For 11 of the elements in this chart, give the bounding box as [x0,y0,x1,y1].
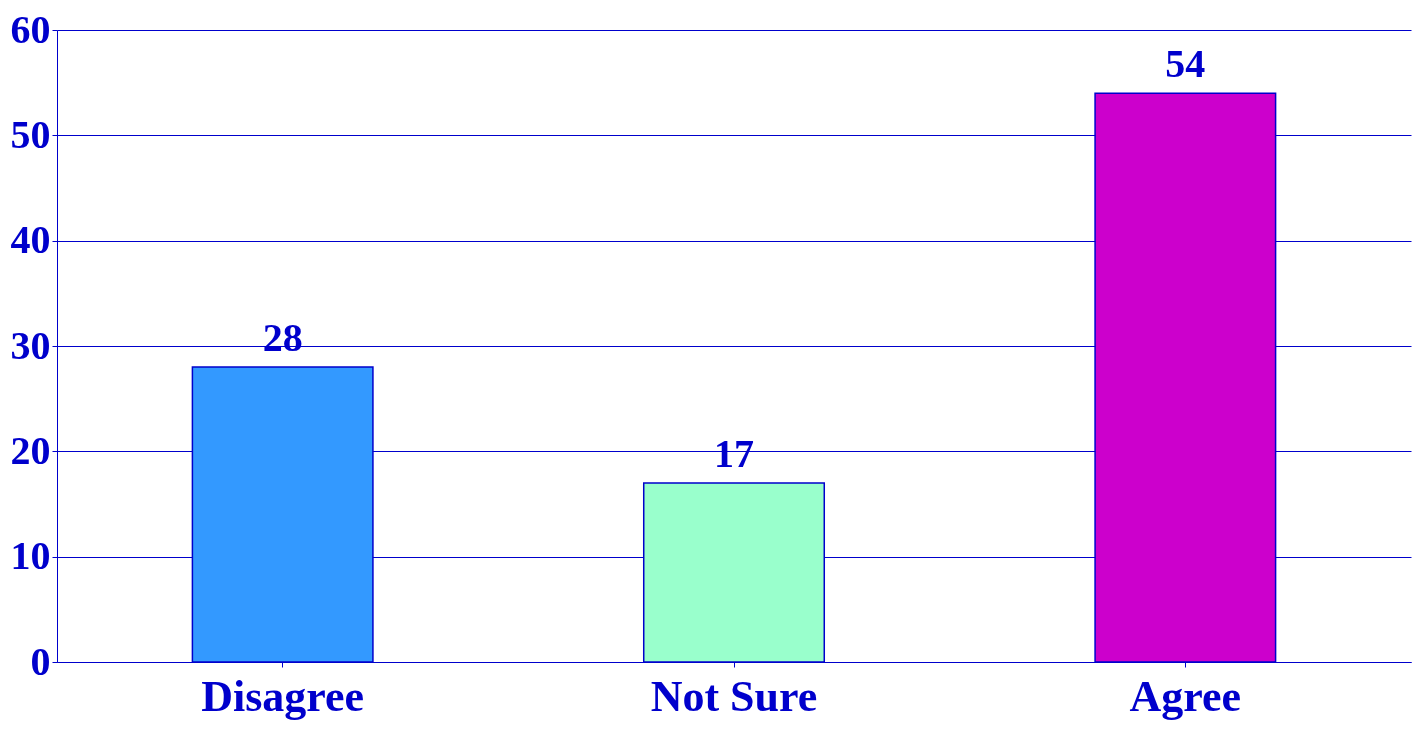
y-tick-label: 40 [10,217,51,263]
data-label: 54 [1165,41,1206,87]
y-tick-label: 50 [10,111,51,157]
y-tick-label: 20 [10,427,51,473]
y-tick-label: 0 [30,638,51,684]
y-tick-label: 10 [10,533,51,579]
x-tick-label: Agree [1129,671,1242,721]
y-tick-label: 60 [10,6,51,52]
y-tick-label: 30 [10,322,51,368]
x-tick-label: Not Sure [650,671,818,721]
x-tick-label: Disagree [201,671,365,721]
